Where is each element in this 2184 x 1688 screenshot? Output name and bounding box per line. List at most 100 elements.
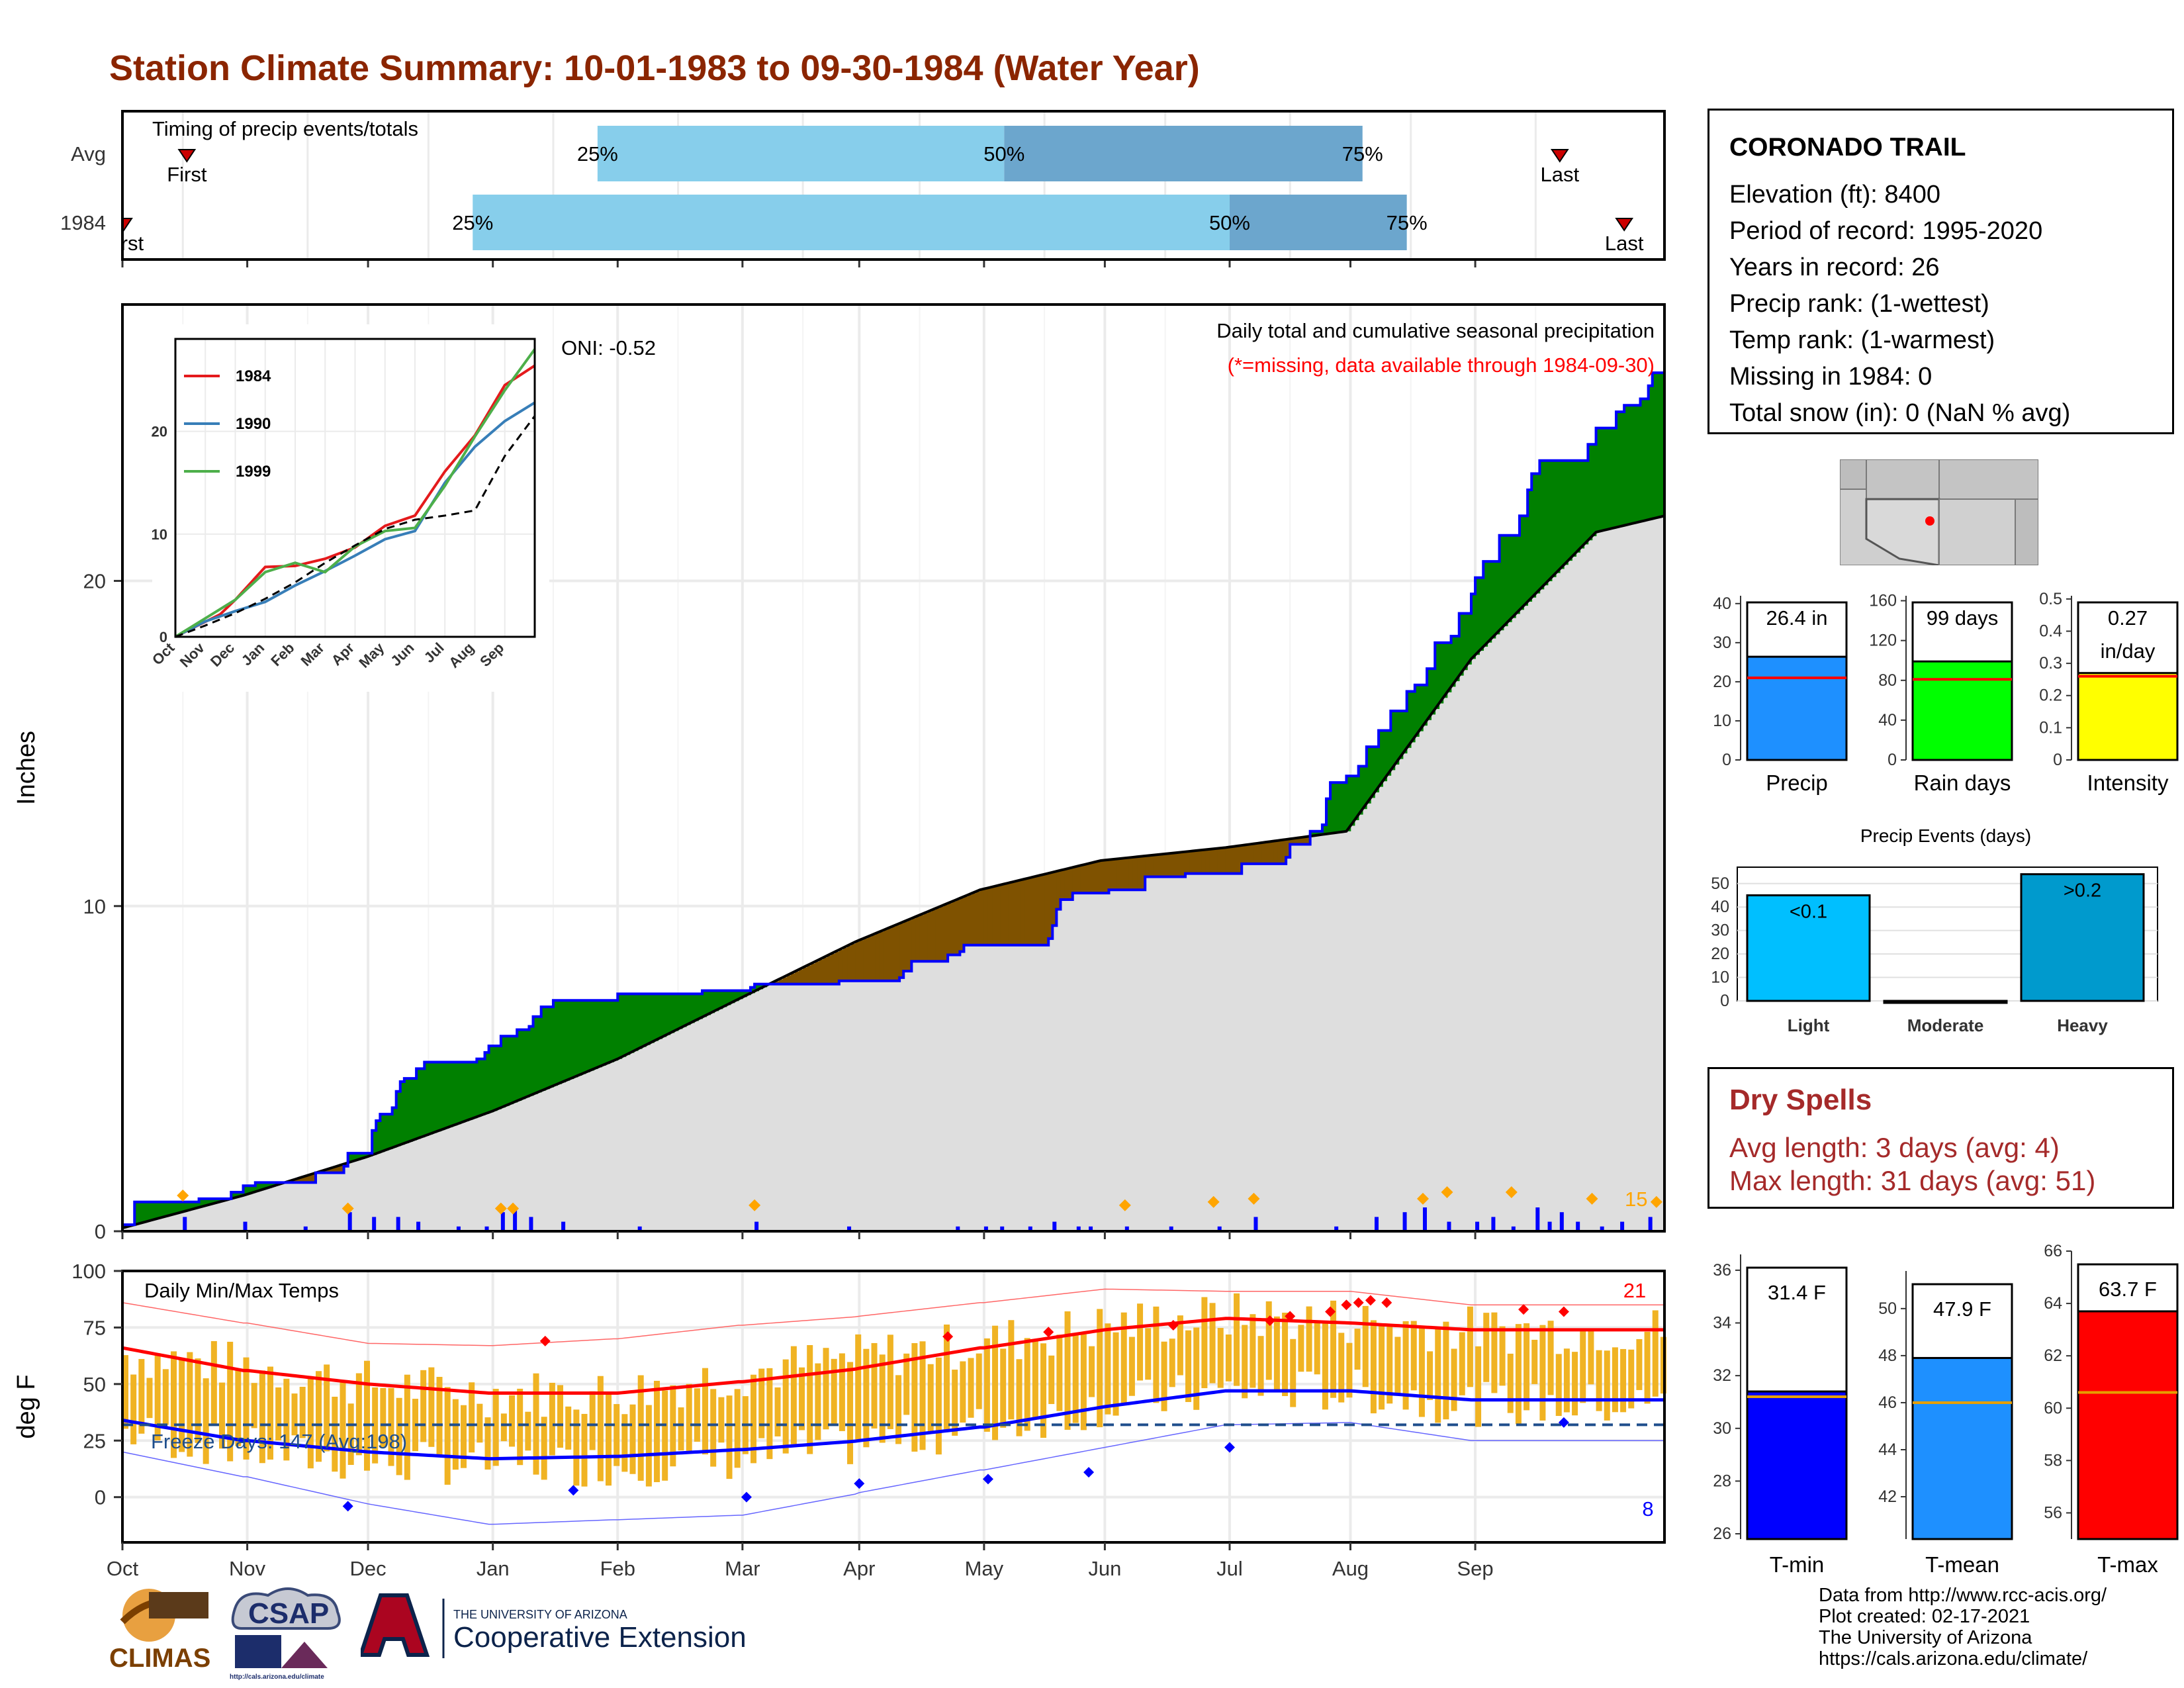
above-avg-area: [351, 1153, 357, 1162]
above-avg-area: [1447, 642, 1452, 692]
above-avg-area: [259, 1182, 264, 1191]
above-avg-area: [654, 994, 659, 1041]
timing-title: Timing of precip events/totals: [152, 117, 418, 140]
below-avg-area: [778, 979, 784, 984]
ua-big-text: Cooperative Extension: [453, 1621, 747, 1654]
daily-temp-bar: [1048, 1355, 1055, 1405]
above-avg-area: [645, 994, 651, 1045]
below-avg-area: [311, 1174, 316, 1183]
daily-temp-bar: [1089, 1346, 1095, 1397]
timing-pct-label: 25%: [452, 211, 493, 234]
station-missing: Missing in 1984: 0: [1729, 363, 1933, 391]
daily-precip-bar: [983, 1226, 988, 1231]
below-avg-area: [842, 947, 848, 981]
daily-temp-bar: [1282, 1313, 1289, 1396]
daily-temp-bar: [1652, 1310, 1659, 1397]
above-avg-area: [1431, 669, 1436, 715]
psum-ytick-label: 40: [1713, 594, 1731, 613]
temp-ytick-label: 100: [71, 1260, 106, 1283]
above-avg-area: [513, 1036, 518, 1103]
above-avg-area: [1620, 412, 1625, 527]
above-avg-area: [1398, 711, 1404, 759]
psum-ytick-label: 40: [1878, 711, 1897, 729]
below-avg-area: [1089, 863, 1093, 894]
tsum-ytick-label: 36: [1713, 1261, 1731, 1280]
events-value-label: <0.1: [1790, 902, 1827, 923]
daily-temp-bar: [1105, 1323, 1111, 1415]
daily-temp-bar: [847, 1362, 854, 1464]
below-avg-area: [1097, 861, 1102, 894]
below-avg-area: [863, 938, 868, 981]
below-avg-area: [328, 1169, 333, 1173]
daily-temp-bar: [299, 1386, 306, 1438]
above-avg-area: [553, 1000, 558, 1086]
above-avg-area: [138, 1201, 144, 1224]
timing-pct-label: 75%: [1342, 142, 1383, 165]
record-high-marker: [1285, 1311, 1296, 1322]
below-avg-area: [983, 888, 989, 945]
psum-value-label: 26.4 in: [1766, 606, 1827, 630]
daily-temp-bar: [734, 1389, 741, 1468]
above-avg-area: [1455, 636, 1460, 682]
daily-precip-bar: [347, 1212, 352, 1231]
dry-spells-max: Max length: 31 days (avg: 51): [1729, 1165, 2096, 1196]
daily-temp-bar: [307, 1376, 314, 1469]
daily-temp-bar: [1580, 1330, 1586, 1403]
daily-temp-bar: [1628, 1349, 1635, 1409]
daily-temp-bar: [1257, 1336, 1264, 1396]
csap-text: CSAP: [248, 1597, 329, 1630]
above-avg-area: [1451, 636, 1456, 687]
above-avg-area: [533, 1016, 538, 1094]
inset-series-line: [175, 401, 536, 638]
above-avg-area: [404, 1078, 409, 1144]
daily-temp-bar: [1346, 1342, 1353, 1398]
inset-legend-label: 1999: [236, 463, 271, 481]
above-avg-area: [742, 990, 747, 998]
above-avg-area: [171, 1201, 175, 1215]
record-low-marker: [854, 1478, 865, 1489]
above-avg-area: [1584, 460, 1589, 545]
daily-temp-bar: [1330, 1300, 1337, 1398]
daily-temp-bar: [1201, 1297, 1208, 1389]
daily-temp-bar: [549, 1382, 555, 1456]
daily-temp-bar: [1539, 1325, 1546, 1421]
above-avg-area: [1535, 473, 1541, 594]
daily-temp-bar: [1137, 1303, 1144, 1381]
above-avg-area: [537, 1016, 542, 1093]
daily-precip-bar: [396, 1217, 400, 1231]
below-avg-area: [303, 1176, 308, 1183]
dry-spells-title: Dry Spells: [1729, 1084, 1872, 1116]
daily-temps-chart: 0 25 50 75 100 Oct Nov Dec Jan Feb Mar Apr May Jun Jul…: [13, 1260, 1666, 1580]
below-avg-area: [1084, 864, 1089, 894]
below-avg-area: [1149, 855, 1154, 877]
below-avg-area: [1193, 851, 1199, 874]
below-avg-area: [927, 912, 933, 962]
climas-logo: CLIMAS: [109, 1589, 210, 1673]
daily-temp-bar: [1185, 1330, 1192, 1402]
daily-temp-bar: [1435, 1329, 1441, 1423]
tsum-ytick-label: 66: [2044, 1242, 2062, 1260]
daily-temp-bar: [1620, 1348, 1627, 1413]
above-avg-area: [1459, 613, 1464, 676]
below-avg-area: [968, 894, 973, 945]
above-avg-area: [1543, 460, 1549, 586]
csap-logo: CSAP http://cals.arizona.edu/climate: [230, 1587, 341, 1681]
tsum-category: T-mean: [1925, 1552, 1999, 1577]
daily-temp-bar: [380, 1387, 387, 1448]
temp-xtick-label: Aug: [1332, 1557, 1369, 1580]
below-avg-area: [1101, 861, 1106, 894]
precip-frame: [121, 303, 1666, 1233]
daily-precip-bar: [1028, 1226, 1032, 1231]
daily-precip-bar: [847, 1226, 852, 1231]
daily-temp-bar: [1193, 1327, 1200, 1410]
below-avg-area: [1265, 842, 1271, 864]
above-avg-area: [388, 1114, 393, 1149]
events-ytick-label: 50: [1711, 874, 1729, 893]
below-avg-area: [307, 1175, 312, 1183]
tsum-ytick-label: 28: [1713, 1472, 1731, 1490]
below-avg-area: [907, 919, 913, 972]
above-avg-area: [384, 1114, 389, 1151]
below-avg-area: [875, 933, 880, 981]
timing-left-mask: [0, 111, 121, 259]
footer-line-university: The University of Arizona: [1819, 1627, 2032, 1648]
